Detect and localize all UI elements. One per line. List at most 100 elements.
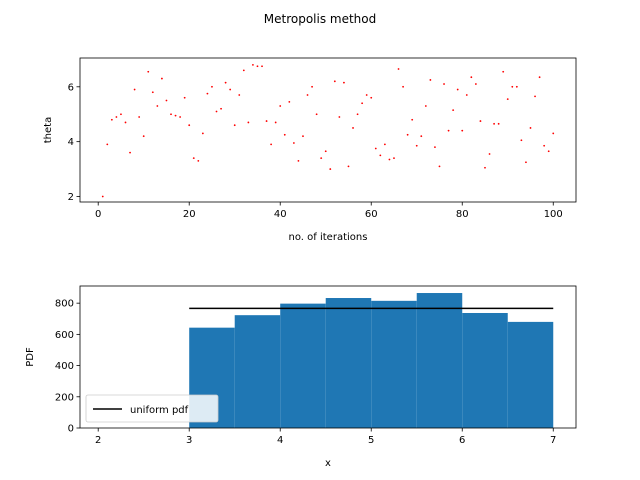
- scatter-point: [497, 122, 500, 125]
- y-tick-label: 6: [68, 82, 74, 93]
- histogram-y-label: PDF: [25, 347, 36, 367]
- scatter-point: [547, 150, 550, 153]
- scatter-point: [201, 132, 204, 135]
- scatter-point: [324, 150, 327, 153]
- scatter-point: [138, 116, 141, 118]
- scatter-point: [374, 147, 377, 150]
- histogram-y-ticks: 0 200 400 600 800: [55, 299, 80, 435]
- scatter-point: [397, 68, 400, 70]
- scatter-point: [197, 159, 200, 162]
- y-tick-label: 800: [55, 299, 74, 310]
- histogram-bar: [416, 293, 463, 428]
- y-tick-label: 0: [68, 424, 74, 435]
- scatter-point: [270, 143, 273, 146]
- scatter-point: [206, 92, 209, 95]
- scatter-point: [292, 142, 295, 144]
- scatter-point: [156, 105, 159, 107]
- scatter-point: [183, 96, 186, 99]
- scatter-point: [452, 109, 455, 112]
- x-tick-label: 7: [550, 435, 556, 446]
- histogram-bars: [189, 293, 554, 428]
- scatter-point: [279, 105, 282, 107]
- scatter-point: [338, 116, 341, 118]
- scatter-point: [329, 168, 332, 170]
- scatter-point: [129, 151, 131, 154]
- legend: uniform pdf: [85, 394, 219, 423]
- scatter-point: [456, 88, 459, 91]
- figure-title: Metropolis method: [264, 12, 377, 26]
- scatter-point: [215, 110, 218, 113]
- scatter-point: [352, 127, 354, 129]
- legend-box: [85, 394, 219, 423]
- x-tick-label: 4: [277, 435, 283, 446]
- scatter-point: [101, 195, 104, 198]
- scatter-point: [506, 98, 509, 101]
- histogram-bar: [507, 321, 554, 428]
- x-tick-label: 5: [368, 435, 374, 446]
- scatter-point: [188, 124, 191, 127]
- x-tick-label: 6: [459, 435, 465, 446]
- scatter-point: [388, 158, 391, 161]
- scatter-point: [434, 146, 436, 149]
- scatter-point: [142, 135, 145, 138]
- scatter-x-ticks: 0 20 40 60 80 100: [95, 202, 563, 220]
- scatter-point: [161, 77, 163, 80]
- x-tick-label: 60: [365, 209, 378, 220]
- histogram-axes: 2 3 4 5 6 7 0 200 400 600 800 x PDF uniform pdf: [25, 285, 577, 469]
- scatter-point: [515, 85, 518, 88]
- scatter-point: [238, 94, 241, 96]
- scatter-point: [133, 88, 136, 91]
- x-tick-label: 40: [274, 209, 287, 220]
- x-tick-label: 20: [183, 209, 196, 220]
- scatter-point: [233, 124, 236, 127]
- histogram-bar: [234, 315, 281, 428]
- scatter-y-ticks: 2 4 6: [68, 82, 80, 203]
- scatter-point: [520, 139, 523, 142]
- scatter-point: [406, 133, 409, 136]
- scatter-point: [438, 165, 441, 168]
- scatter-x-label: no. of iterations: [289, 232, 368, 243]
- scatter-plot-frame: [79, 57, 577, 203]
- x-tick-label: 3: [186, 435, 192, 446]
- scatter-point: [470, 76, 473, 79]
- scatter-point: [365, 94, 368, 96]
- scatter-point: [283, 133, 286, 136]
- scatter-point: [529, 127, 532, 129]
- scatter-point: [151, 91, 154, 94]
- scatter-point: [443, 83, 445, 85]
- histogram-plot-frame: [79, 285, 577, 429]
- scatter-point: [525, 161, 527, 164]
- scatter-point: [447, 129, 450, 132]
- scatter-point: [356, 113, 359, 116]
- scatter-point: [211, 85, 213, 88]
- histogram-bar: [371, 300, 417, 428]
- scatter-point: [261, 65, 263, 68]
- scatter-point: [110, 118, 113, 121]
- scatter-point: [192, 157, 195, 160]
- scatter-point: [229, 88, 232, 91]
- scatter-point: [552, 132, 555, 135]
- scatter-point: [106, 143, 109, 146]
- scatter-point: [147, 70, 150, 73]
- y-tick-label: 600: [55, 330, 74, 341]
- scatter-point: [411, 118, 414, 121]
- scatter-point: [333, 80, 336, 83]
- scatter-point: [252, 63, 254, 66]
- histogram-bar: [462, 312, 508, 428]
- scatter-point: [429, 79, 432, 81]
- scatter-point: [474, 83, 477, 85]
- scatter-point: [488, 153, 491, 155]
- scatter-point: [393, 157, 395, 160]
- scatter-point: [179, 116, 182, 118]
- scatter-point: [165, 99, 168, 102]
- scatter-point: [288, 100, 291, 103]
- scatter-point: [302, 135, 304, 138]
- scatter-point: [502, 70, 505, 73]
- scatter-point: [297, 159, 300, 162]
- scatter-point: [220, 107, 222, 110]
- scatter-point: [320, 157, 323, 160]
- scatter-point: [484, 166, 486, 169]
- scatter-point: [534, 95, 536, 98]
- scatter-point: [511, 85, 514, 88]
